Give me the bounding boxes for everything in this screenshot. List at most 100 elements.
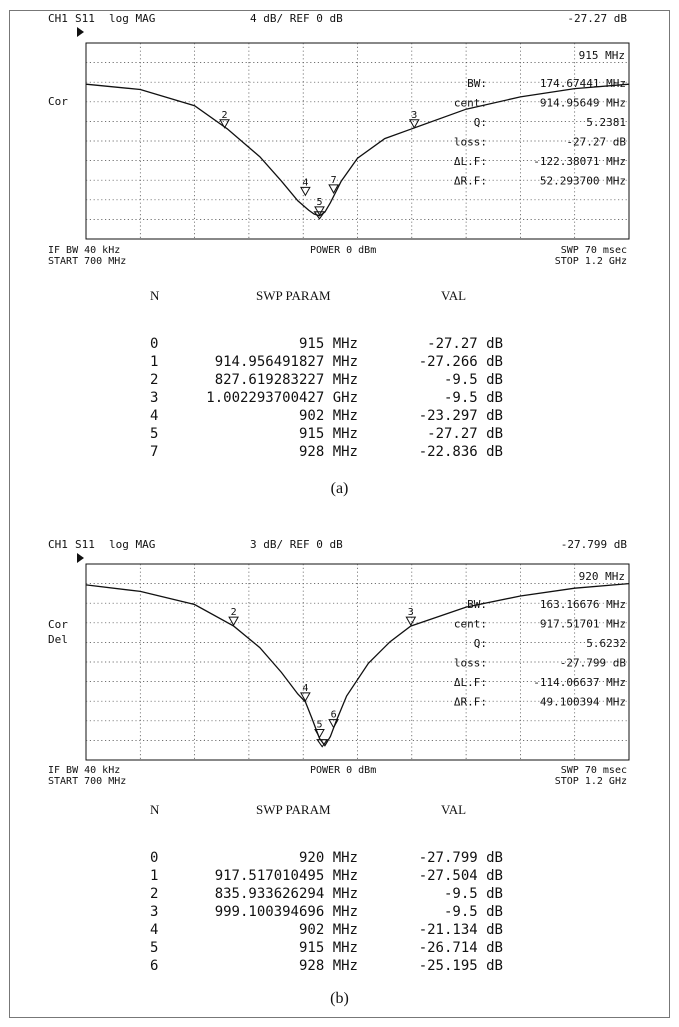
marker-number: 4 <box>302 177 308 188</box>
table-cell-param: 835.933626294 MHz <box>214 886 358 902</box>
stat-value: 917.51701 MHz <box>540 618 626 631</box>
table-cell-n: 5 <box>150 426 159 442</box>
marker-freq-readout: 915 MHz <box>579 49 625 62</box>
table-cell-val: -9.5 dB <box>443 390 503 406</box>
table-cell-param: 915 MHz <box>298 940 358 956</box>
table-cell-param: 1.002293700427 GHz <box>206 390 358 406</box>
table-header: SWP PARAM <box>256 288 331 303</box>
table-header: VAL <box>441 802 467 817</box>
table-cell-n: 4 <box>150 408 159 424</box>
table-cell-param: 914.956491827 MHz <box>214 354 358 370</box>
marker-triangle-main <box>316 739 329 748</box>
stat-label: ΔL.F: <box>454 155 487 168</box>
table-cell-n: 0 <box>150 336 159 352</box>
marker-triangle <box>408 119 420 129</box>
marker-triangle <box>405 616 417 627</box>
table-cell-param: 999.100394696 MHz <box>214 904 358 920</box>
stat-value: -122.38071 MHz <box>533 155 626 168</box>
format-label: log MAG <box>109 12 155 25</box>
footer-power: POWER 0 dBm <box>310 765 376 776</box>
table-cell-n: 3 <box>150 904 159 920</box>
table-cell-n: 5 <box>150 940 159 956</box>
table-row: 2 835.933626294 MHz -9.5 dB <box>0 886 679 903</box>
footer-start: START 700 MHz <box>48 776 126 787</box>
stat-label: Q: <box>474 116 487 129</box>
table-header: SWP PARAM <box>256 802 331 817</box>
marker-triangle <box>314 728 325 739</box>
table-cell-val: -27.27 dB <box>427 336 503 352</box>
marker-triangle-main <box>313 211 326 220</box>
channel-label: CH1 <box>48 12 68 25</box>
table-cell-param: 928 MHz <box>298 958 358 974</box>
marker-number: 2 <box>231 607 237 618</box>
scale-label: 3 dB/ REF 0 dB <box>250 538 343 551</box>
table-cell-val: -21.134 dB <box>418 922 503 938</box>
marker-triangle <box>228 616 239 627</box>
stat-value: 914.95649 MHz <box>540 97 626 110</box>
table-row: 4 902 MHz -21.134 dB <box>0 922 679 939</box>
stat-label: BW: <box>467 77 487 90</box>
marker-number: 3 <box>411 110 417 121</box>
stat-value: 5.2381 <box>586 116 626 129</box>
format-label: log MAG <box>109 538 155 551</box>
table-row: 1 914.956491827 MHz -27.266 dB <box>0 354 679 371</box>
marker-triangle <box>219 119 230 129</box>
table-cell-n: 0 <box>150 850 159 866</box>
table-row: 5 915 MHz -26.714 dB <box>0 940 679 957</box>
marker-number: 7 <box>331 175 337 186</box>
table-cell-val: -9.5 dB <box>443 886 503 902</box>
marker-number: 2 <box>222 110 228 121</box>
table-row: 0 920 MHz -27.799 dB <box>0 850 679 867</box>
table-cell-n: 2 <box>150 372 159 388</box>
table-cell-val: -27.799 dB <box>418 850 503 866</box>
table-row: 6 928 MHz -25.195 dB <box>0 958 679 975</box>
marker-freq-readout: 920 MHz <box>579 570 625 583</box>
caption-b: (b) <box>330 990 349 1007</box>
stat-label: cent: <box>454 97 487 110</box>
channel-arrow-icon <box>77 553 84 563</box>
table-cell-param: 915 MHz <box>298 426 358 442</box>
table-cell-param: 827.619283227 MHz <box>214 372 358 388</box>
marker-number: 5 <box>316 197 322 208</box>
table-cell-n: 3 <box>150 390 159 406</box>
table-row: 7 928 MHz -22.836 dB <box>0 444 679 461</box>
stat-value: 49.100394 MHz <box>540 696 626 709</box>
table-cell-val: -26.714 dB <box>418 940 503 956</box>
table-header: VAL <box>441 288 467 303</box>
param-label: S11 <box>75 538 95 551</box>
stat-label: ΔR.F: <box>454 696 487 709</box>
table-cell-val: -27.27 dB <box>427 426 503 442</box>
table-row: 3 1.002293700427 GHz -9.5 dB <box>0 390 679 407</box>
marker-triangle <box>300 186 311 197</box>
figure-frame <box>9 10 670 1018</box>
plot-frame <box>85 42 630 240</box>
table-cell-param: 915 MHz <box>298 336 358 352</box>
stat-label: loss: <box>454 657 487 670</box>
stat-label: Q: <box>474 637 487 650</box>
analyzer-plot-a: CH1 S11 log MAG 4 dB/ REF 0 dB -27.27 dB Cor 9… <box>48 12 630 267</box>
table-cell-n: 1 <box>150 354 159 370</box>
trace-line <box>85 83 630 217</box>
table-row: 4 902 MHz -23.297 dB <box>0 408 679 425</box>
footer-ifbw: IF BW 40 kHz <box>48 765 120 776</box>
plot-frame <box>85 563 630 761</box>
footer-ifbw: IF BW 40 kHz <box>48 245 120 256</box>
channel-arrow-icon <box>77 27 84 37</box>
table-row: 5 915 MHz -27.27 dB <box>0 426 679 443</box>
stat-value: 52.293700 MHz <box>540 175 626 188</box>
table-header: N <box>150 288 160 303</box>
footer-stop: STOP 1.2 GHz <box>555 256 627 267</box>
table-cell-val: -27.504 dB <box>418 868 503 884</box>
side-label: Del <box>48 633 68 646</box>
caption-a: (a) <box>330 480 349 497</box>
footer-sweep: SWP 70 msec <box>561 765 627 776</box>
stat-value: -27.799 dB <box>560 657 627 670</box>
stat-value: 5.6232 <box>586 637 626 650</box>
param-label: S11 <box>75 12 95 25</box>
footer-start: START 700 MHz <box>48 256 126 267</box>
table-cell-val: -23.297 dB <box>418 408 503 424</box>
analyzer-plot-b: CH1 S11 log MAG 3 dB/ REF 0 dB -27.799 dB Cor… <box>48 538 630 787</box>
footer-sweep: SWP 70 msec <box>561 245 627 256</box>
marker-number: 5 <box>316 719 322 730</box>
stat-value: -114.06637 MHz <box>533 676 626 689</box>
